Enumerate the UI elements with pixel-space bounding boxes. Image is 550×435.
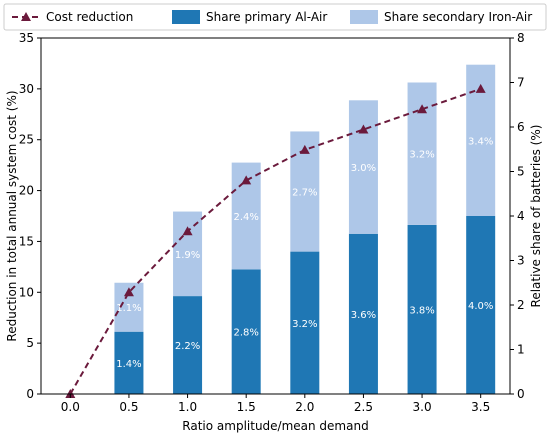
x-tick-label-1.0: 1.0 — [178, 400, 197, 414]
bar-label-secondary-2.5: 3.0% — [351, 163, 376, 174]
x-tick-label-3.0: 3.0 — [413, 400, 432, 414]
legend-label-cost-reduction: Cost reduction — [46, 10, 133, 24]
y-right-tick-label-0: 0 — [517, 387, 525, 401]
y-right-tick-label-2: 2 — [517, 298, 525, 312]
x-tick-label-0.5: 0.5 — [119, 400, 138, 414]
bar-label-secondary-1.5: 2.4% — [233, 212, 258, 223]
bar-label-secondary-2.0: 2.7% — [292, 188, 317, 199]
cost-reduction-line — [69, 87, 482, 395]
bar-secondary-2.5 — [348, 100, 378, 234]
bar-label-primary-3.5: 4.0% — [468, 301, 493, 312]
legend-swatch-primary — [172, 10, 200, 24]
legend-swatch-secondary — [350, 10, 378, 24]
bar-primary-3.5 — [466, 216, 496, 394]
cost-reduction-marker-1.0 — [182, 226, 193, 236]
legend-box — [3, 3, 547, 31]
y-right-tick-label-1: 1 — [517, 343, 525, 357]
bar-secondary-1.0 — [173, 211, 203, 297]
x-tick-label-0.0: 0.0 — [61, 400, 80, 414]
bar-label-primary-2.0: 3.2% — [292, 319, 317, 330]
x-tick-label-2.0: 2.0 — [295, 400, 314, 414]
x-tick-label-2.5: 2.5 — [354, 400, 373, 414]
bar-primary-3.0 — [407, 224, 437, 394]
y-right-tick-label-7: 7 — [517, 76, 525, 90]
cost-reduction-marker-2.0 — [299, 144, 310, 154]
y-left-tick-label-35: 35 — [19, 31, 34, 45]
y-right-tick-label-5: 5 — [517, 165, 525, 179]
cost-reduction-marker-0.5 — [123, 287, 134, 297]
cost-reduction-marker-2.5 — [358, 124, 369, 134]
bar-label-primary-1.5: 2.8% — [233, 328, 258, 339]
bar-label-secondary-1.0: 1.9% — [175, 250, 200, 261]
legend-label-secondary: Share secondary Iron-Air — [384, 10, 532, 24]
y-right-tick-label-4: 4 — [517, 209, 525, 223]
y-right-axis-label: Relative share of batteries (%) — [529, 125, 543, 308]
cost-reduction-marker-1.5 — [241, 175, 252, 185]
y-right-tick-label-8: 8 — [517, 31, 525, 45]
plot-frame — [40, 37, 511, 395]
bar-primary-1.5 — [231, 269, 261, 394]
y-left-axis-label: Reduction in total annual system cost (%… — [5, 90, 19, 341]
y-left-tick-label-25: 25 — [19, 133, 34, 147]
legend-label-primary: Share primary Al-Air — [206, 10, 327, 24]
bar-label-primary-3.0: 3.8% — [409, 305, 434, 316]
x-tick-label-1.5: 1.5 — [237, 400, 256, 414]
y-left-tick-label-0: 0 — [26, 387, 34, 401]
bar-primary-1.0 — [173, 296, 203, 394]
cost-reduction-marker-3.5 — [475, 83, 486, 93]
y-left-tick-label-20: 20 — [19, 184, 34, 198]
bar-label-primary-0.5: 1.4% — [116, 359, 141, 370]
bar-label-secondary-3.5: 3.4% — [468, 136, 493, 147]
bar-label-secondary-0.5: 1.1% — [116, 303, 141, 314]
y-left-tick-label-5: 5 — [26, 336, 34, 350]
bar-primary-2.0 — [290, 251, 320, 394]
x-axis-label: Ratio amplitude/mean demand — [182, 419, 368, 433]
y-right-tick-label-3: 3 — [517, 254, 525, 268]
y-left-tick-label-15: 15 — [19, 234, 34, 248]
cost-reduction-marker-3.0 — [417, 104, 428, 114]
y-left-tick-label-10: 10 — [19, 285, 34, 299]
bar-label-primary-2.5: 3.6% — [351, 310, 376, 321]
x-tick-label-3.5: 3.5 — [471, 400, 490, 414]
y-left-tick-label-30: 30 — [19, 82, 34, 96]
bar-primary-0.5 — [114, 331, 144, 394]
bar-label-primary-1.0: 2.2% — [175, 341, 200, 352]
legend-marker-cost-reduction — [21, 12, 31, 21]
bar-primary-2.5 — [348, 233, 378, 394]
y-right-tick-label-6: 6 — [517, 120, 525, 134]
bar-label-secondary-3.0: 3.2% — [409, 150, 434, 161]
